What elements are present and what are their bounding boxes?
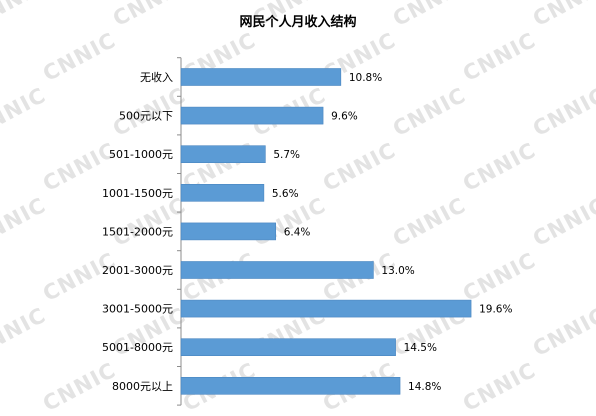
value-label: 10.8% xyxy=(349,72,382,84)
category-label: 1501-2000元 xyxy=(102,225,173,238)
bar xyxy=(180,68,342,86)
value-label: 5.7% xyxy=(273,149,300,161)
value-label: 14.5% xyxy=(404,342,437,354)
bar xyxy=(180,376,401,395)
value-label: 14.8% xyxy=(408,381,441,393)
category-label: 501-1000元 xyxy=(109,148,173,161)
value-label: 13.0% xyxy=(381,265,414,277)
category-label: 500元以下 xyxy=(119,110,173,123)
value-label: 6.4% xyxy=(284,226,311,238)
bars-group: 无收入 10.8% 500元以下 9.6% 501-1000元 5.7% 1001-1500… xyxy=(102,57,512,406)
category-label: 8000元以上 xyxy=(112,380,173,393)
value-label: 5.6% xyxy=(272,188,299,200)
value-label: 19.6% xyxy=(479,304,512,316)
bar xyxy=(180,338,396,357)
bar xyxy=(180,106,324,125)
category-label: 1001-1500元 xyxy=(102,187,173,200)
bar xyxy=(180,299,472,318)
chart-title: 网民个人月收入结构 xyxy=(239,15,357,30)
bar xyxy=(180,222,277,241)
value-label: 9.6% xyxy=(331,111,358,123)
bar xyxy=(180,261,374,279)
bar xyxy=(180,184,265,202)
category-label: 2001-3000元 xyxy=(102,264,173,277)
category-label: 无收入 xyxy=(140,70,173,84)
category-label: 3001-5000元 xyxy=(102,303,173,316)
category-label: 5001-8000元 xyxy=(102,341,173,354)
bar xyxy=(180,145,266,163)
